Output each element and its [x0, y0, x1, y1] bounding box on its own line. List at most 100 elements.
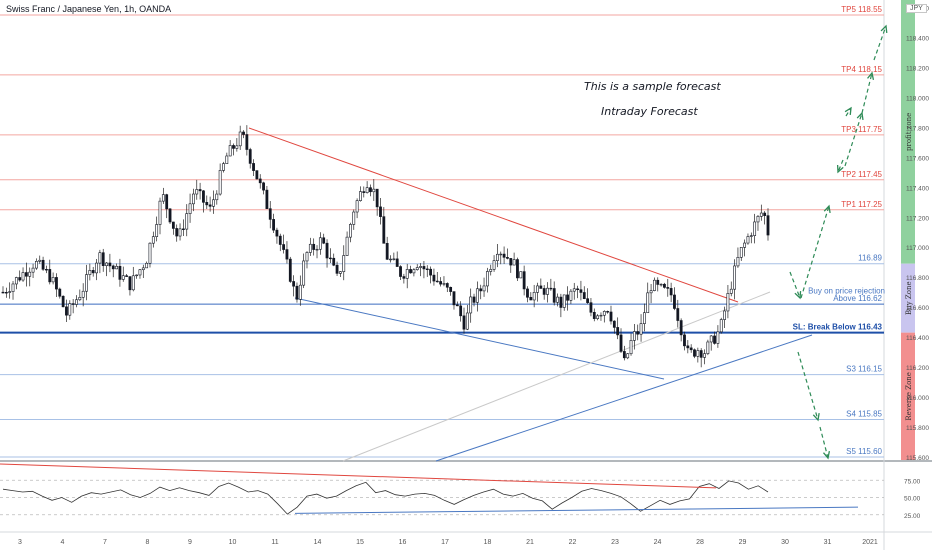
candle-body [693, 349, 696, 357]
candle-body [696, 350, 700, 357]
candle-body [58, 288, 62, 297]
zone-label-buy: Buy Zone [905, 281, 913, 315]
candle-body [462, 315, 466, 330]
candle-body [382, 216, 386, 244]
price-tick-label: 117.200 [906, 215, 929, 222]
osc-support-line [294, 506, 859, 514]
level-label: S3 116.15 [846, 365, 882, 374]
price-tick-label: 118.000 [906, 95, 929, 102]
candle-body [332, 257, 336, 266]
buy-note: Buy on price rejection [808, 287, 885, 296]
candle-body [51, 277, 55, 283]
candle-body [642, 312, 646, 324]
time-tick-label: 7 [103, 539, 107, 546]
candle-body [422, 266, 426, 270]
candle-body [435, 280, 439, 283]
candle-body [352, 211, 356, 225]
candle-body [288, 258, 292, 282]
candle-body [252, 163, 255, 171]
candle-body [475, 288, 479, 303]
candle-body [392, 258, 396, 260]
candle-body [419, 266, 422, 268]
candle-body [165, 194, 169, 210]
candle-body [328, 257, 332, 260]
candle-body [282, 244, 286, 250]
candle-body [566, 294, 569, 301]
candle-body [536, 285, 539, 293]
time-tick-label: 29 [739, 539, 747, 546]
candle-body [522, 271, 526, 290]
candle-body [569, 290, 573, 301]
candle-body [529, 296, 533, 301]
price-tick-label: 118.200 [906, 65, 929, 72]
candle-body [539, 285, 543, 289]
candle-body [465, 312, 469, 330]
rising-trendline [435, 334, 813, 462]
candle-body [673, 294, 676, 309]
time-tick-label: 16 [399, 539, 407, 546]
candle-body [61, 295, 65, 308]
candle-body [21, 272, 25, 281]
candle-body [556, 296, 559, 303]
candle-body [265, 189, 269, 209]
candle-body [11, 283, 15, 292]
level-label: 116.89 [858, 254, 882, 263]
candle-body [729, 288, 733, 294]
time-tick-label: 14 [314, 539, 322, 546]
candle-body [138, 269, 142, 276]
level-label: TP5 118.55 [841, 5, 882, 14]
candle-body [429, 268, 432, 276]
candle-body [295, 285, 299, 300]
price-tick-label: 116.400 [906, 335, 929, 342]
candle-body [208, 204, 212, 207]
candle-body [148, 242, 152, 264]
candle-body [656, 279, 660, 285]
candle-body [365, 187, 369, 193]
forecast-arrow-down-s5-shaft [819, 426, 829, 459]
candle-body [676, 308, 680, 321]
candle-body [576, 288, 579, 290]
candle-body [68, 303, 72, 316]
candlestick-series [1, 125, 770, 368]
candle-body [743, 242, 747, 248]
candle-body [248, 149, 252, 164]
oscillator-line [2, 480, 769, 515]
time-tick-label: 24 [654, 539, 662, 546]
level-label: TP1 117.25 [841, 200, 882, 209]
price-tick-label: 117.600 [906, 155, 929, 162]
candle-body [609, 311, 613, 322]
candle-body [78, 296, 82, 301]
level-label: S5 115.60 [846, 447, 882, 456]
candle-body [305, 252, 309, 262]
time-tick-label: 2021 [862, 539, 878, 546]
candle-body [559, 296, 563, 308]
candle-body [65, 306, 68, 316]
candle-body [759, 212, 763, 217]
forecast-arrow-tp2 [836, 159, 844, 174]
level-label: S4 115.85 [846, 410, 882, 419]
candle-body [128, 276, 132, 291]
candle-body [198, 189, 202, 192]
candle-body [322, 237, 326, 244]
candle-body [192, 193, 195, 205]
candle-body [215, 193, 219, 201]
candle-body [679, 320, 683, 336]
candle-body [552, 288, 556, 303]
candle-body [706, 341, 710, 354]
candle-body [178, 228, 182, 237]
time-tick-label: 11 [271, 539, 278, 546]
currency-badge[interactable]: JPY [906, 4, 927, 13]
candle-body [395, 258, 399, 267]
candle-body [409, 269, 412, 274]
candle-body [753, 221, 757, 236]
candle-body [749, 235, 753, 237]
candle-body [258, 178, 262, 184]
candle-body [542, 288, 546, 295]
candle-body [275, 229, 279, 237]
forecast-arrow-tp2-head [836, 164, 844, 174]
candle-body [205, 202, 209, 206]
level-label: TP3 117.75 [841, 125, 882, 134]
price-tick-label: 117.400 [906, 185, 929, 192]
symbol-title: Swiss Franc / Japanese Yen, 1h, OANDA [6, 4, 172, 14]
